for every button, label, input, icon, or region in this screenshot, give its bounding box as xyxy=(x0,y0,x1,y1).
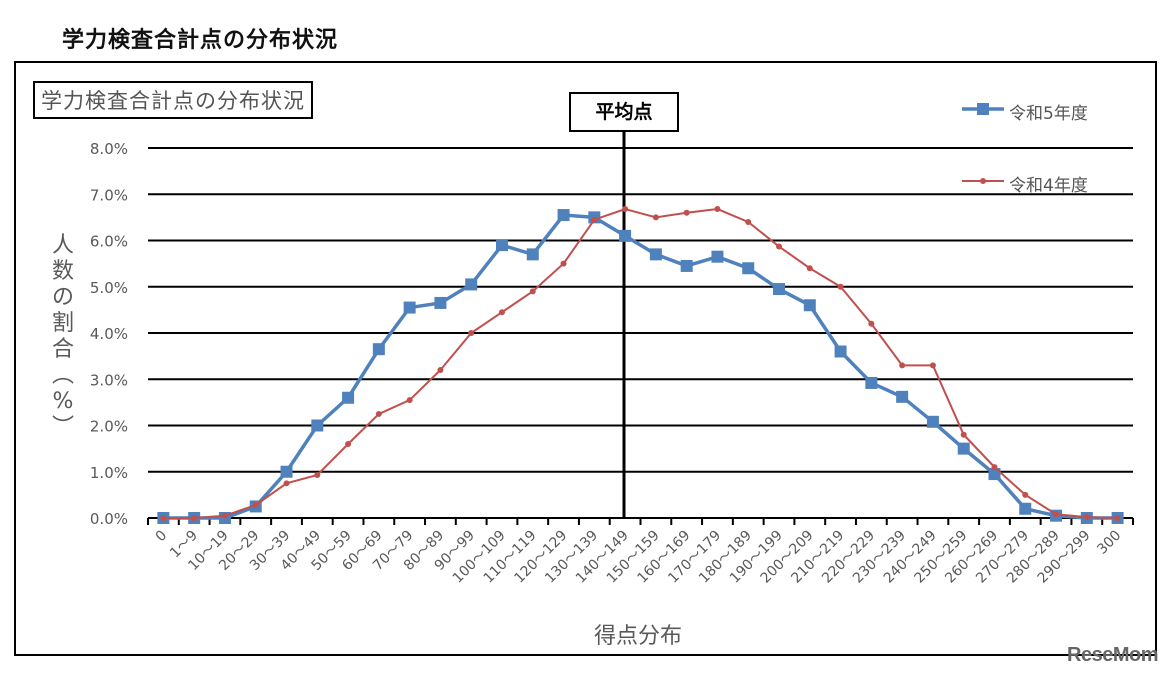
data-point-square xyxy=(957,442,970,455)
data-point-square xyxy=(557,209,570,222)
data-point-square xyxy=(896,390,909,403)
y-axis-title-char: 数 xyxy=(52,259,74,284)
data-point-square xyxy=(1019,502,1032,515)
x-tick-label: 0 xyxy=(153,528,171,546)
y-axis-title-char: ︶ xyxy=(52,415,74,440)
data-point-square xyxy=(495,239,508,252)
y-axis-title-char: 割 xyxy=(52,311,74,336)
y-tick-label: 0.0% xyxy=(90,510,128,528)
data-point-square xyxy=(526,248,539,261)
data-point-square xyxy=(280,465,293,478)
y-tick-label: 1.0% xyxy=(90,464,128,482)
data-point-circle xyxy=(437,367,444,373)
chart-frame xyxy=(14,61,1157,656)
data-point-circle xyxy=(683,209,690,216)
y-tick-label: 2.0% xyxy=(90,418,128,436)
average-marker-label: 平均点 xyxy=(569,92,679,132)
data-point-circle xyxy=(868,320,875,327)
data-point-circle xyxy=(1022,491,1029,498)
data-point-circle xyxy=(498,309,505,316)
data-point-square xyxy=(926,415,939,428)
data-point-circle xyxy=(806,265,813,272)
data-point-circle xyxy=(714,206,721,213)
data-point-circle xyxy=(560,260,567,267)
data-point-square xyxy=(773,283,786,296)
data-point-square xyxy=(311,419,324,432)
data-point-circle xyxy=(529,288,536,295)
data-point-square xyxy=(834,345,847,358)
data-point-square xyxy=(865,376,878,389)
legend-label-r5: 令和5年度 xyxy=(1009,104,1088,124)
y-axis-title-char: ︵ xyxy=(52,363,74,388)
data-point-circle xyxy=(991,464,998,471)
data-point-circle xyxy=(345,441,352,447)
y-tick-label: 8.0% xyxy=(90,140,128,158)
data-point-circle xyxy=(1053,511,1060,518)
data-point-circle xyxy=(406,397,413,404)
data-point-square xyxy=(403,301,416,314)
data-point-square xyxy=(465,278,478,291)
data-point-circle xyxy=(1114,515,1121,521)
x-tick-label: 300 xyxy=(1094,528,1124,558)
data-point-square xyxy=(803,299,816,312)
data-point-square xyxy=(372,343,385,356)
legend-marker-circle xyxy=(980,178,986,184)
legend-label-r4: 令和4年度 xyxy=(1009,176,1088,196)
data-point-circle xyxy=(929,362,936,369)
data-point-circle xyxy=(375,410,382,417)
data-point-circle xyxy=(591,216,598,223)
data-point-circle xyxy=(776,243,783,250)
data-point-square xyxy=(619,229,632,242)
data-point-circle xyxy=(221,512,228,519)
data-point-square xyxy=(711,250,724,263)
data-point-square xyxy=(742,262,755,275)
data-point-circle xyxy=(283,480,290,487)
y-axis-title-char: 合 xyxy=(52,337,74,362)
data-point-circle xyxy=(899,362,906,369)
page-title: 学力検査合計点の分布状況 xyxy=(62,28,339,53)
data-point-circle xyxy=(468,330,475,336)
data-point-square xyxy=(434,296,447,309)
y-axis-title-char: 人 xyxy=(52,233,74,258)
data-point-square xyxy=(649,248,662,261)
data-point-circle xyxy=(745,219,752,225)
y-tick-label: 6.0% xyxy=(90,233,128,251)
data-point-circle xyxy=(314,471,321,478)
y-axis-title-char: % xyxy=(53,389,74,414)
data-point-circle xyxy=(837,283,844,290)
data-point-square xyxy=(680,259,693,272)
legend-marker-square xyxy=(977,103,989,115)
data-point-circle xyxy=(160,515,167,521)
y-axis-title-char: の xyxy=(52,285,74,310)
watermark-logo: ReseMom xyxy=(1067,644,1158,666)
data-point-circle xyxy=(252,502,259,509)
y-tick-label: 5.0% xyxy=(90,279,128,297)
data-point-circle xyxy=(960,431,967,438)
y-tick-label: 4.0% xyxy=(90,325,128,343)
chart-inner-title: 学力検査合計点の分布状況 xyxy=(33,81,313,119)
data-point-square xyxy=(342,391,355,404)
y-tick-label: 7.0% xyxy=(90,186,128,204)
data-point-circle xyxy=(191,515,198,521)
x-axis-title: 得点分布 xyxy=(594,624,682,649)
data-point-circle xyxy=(652,214,659,221)
data-point-circle xyxy=(622,206,629,213)
data-point-circle xyxy=(1083,514,1090,521)
y-tick-label: 3.0% xyxy=(90,371,128,389)
series-line-1 xyxy=(163,208,1118,519)
